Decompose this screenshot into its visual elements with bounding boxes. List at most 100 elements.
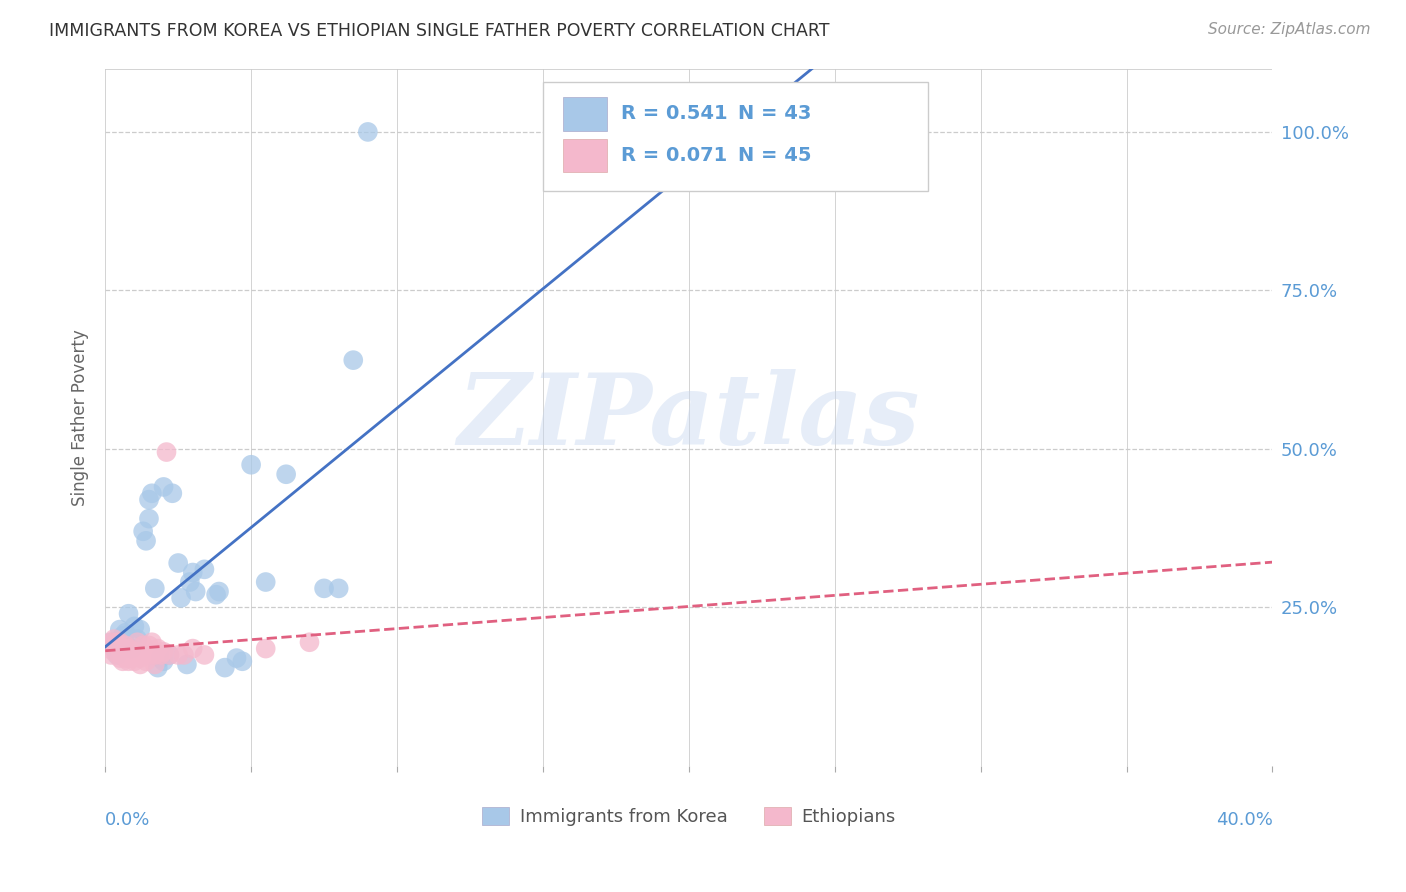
Point (117, 607, 139, 621)
Point (149, 651, 172, 665)
Point (114, 639, 136, 653)
Point (143, 657, 166, 672)
Point (114, 625, 136, 640)
Point (138, 492, 160, 507)
Point (170, 591, 193, 605)
Point (135, 654, 157, 668)
Point (214, 660, 236, 674)
Point (111, 654, 134, 668)
Text: Source: ZipAtlas.com: Source: ZipAtlas.com (1208, 22, 1371, 37)
Legend: Immigrants from Korea, Ethiopians: Immigrants from Korea, Ethiopians (475, 800, 903, 833)
Point (127, 635, 149, 649)
Point (143, 648, 166, 662)
Point (124, 648, 146, 662)
Point (176, 657, 198, 672)
FancyBboxPatch shape (543, 82, 928, 191)
Bar (562, 139, 607, 172)
Point (108, 635, 131, 649)
Point (141, 486, 163, 500)
Point (111, 629, 134, 643)
Point (103, 645, 125, 659)
Point (117, 641, 139, 656)
Point (117, 654, 139, 668)
Point (342, 353, 364, 368)
Text: N = 43: N = 43 (738, 104, 811, 123)
Point (132, 524, 155, 539)
Point (155, 445, 177, 459)
Point (254, 574, 277, 589)
Point (167, 648, 190, 662)
Point (146, 660, 169, 674)
Point (100, 648, 122, 662)
Point (225, 651, 247, 665)
Text: IMMIGRANTS FROM KOREA VS ETHIOPIAN SINGLE FATHER POVERTY CORRELATION CHART: IMMIGRANTS FROM KOREA VS ETHIOPIAN SINGL… (49, 22, 830, 40)
Point (254, 641, 277, 656)
Point (132, 639, 155, 653)
Point (138, 511, 160, 525)
Point (146, 641, 169, 656)
Point (328, 582, 350, 596)
Point (162, 486, 184, 500)
Point (141, 635, 163, 649)
Point (108, 641, 131, 656)
Text: ZIPatlas: ZIPatlas (458, 369, 920, 466)
Point (149, 648, 172, 662)
Point (114, 645, 136, 659)
Point (127, 632, 149, 646)
Point (108, 651, 131, 665)
Point (173, 648, 195, 662)
Point (157, 648, 180, 662)
Point (111, 641, 134, 656)
Point (127, 645, 149, 659)
Point (357, 125, 380, 139)
Point (184, 584, 207, 599)
Point (100, 635, 122, 649)
Point (103, 641, 125, 656)
Bar (562, 97, 607, 130)
Point (121, 641, 143, 656)
Text: R = 0.071: R = 0.071 (621, 146, 727, 165)
Point (167, 556, 190, 570)
Point (135, 533, 157, 548)
Point (179, 574, 201, 589)
Point (129, 651, 152, 665)
Point (298, 635, 321, 649)
Point (193, 562, 215, 576)
Point (105, 635, 128, 649)
Text: 0.0%: 0.0% (105, 811, 150, 830)
Point (143, 582, 166, 596)
Point (181, 641, 204, 656)
Point (105, 639, 128, 653)
Text: N = 45: N = 45 (738, 146, 811, 165)
Text: R = 0.541: R = 0.541 (621, 104, 728, 123)
Point (312, 582, 335, 596)
Point (208, 584, 231, 599)
Point (205, 588, 228, 602)
Point (152, 480, 174, 494)
Point (117, 648, 139, 662)
Point (124, 619, 146, 633)
Point (124, 654, 146, 668)
Point (129, 657, 152, 672)
Point (111, 648, 134, 662)
Text: 40.0%: 40.0% (1216, 811, 1272, 830)
Point (181, 566, 204, 580)
Point (105, 648, 128, 662)
Point (103, 632, 125, 646)
Point (276, 467, 298, 482)
Point (138, 639, 160, 653)
Point (114, 651, 136, 665)
Point (193, 648, 215, 662)
Y-axis label: Single Father Poverty: Single Father Poverty (72, 329, 89, 506)
Point (152, 645, 174, 659)
Point (240, 458, 263, 472)
Point (152, 654, 174, 668)
Point (108, 635, 131, 649)
Point (157, 648, 180, 662)
Point (108, 623, 131, 637)
Point (121, 651, 143, 665)
Point (231, 654, 253, 668)
Point (100, 635, 122, 649)
Point (121, 645, 143, 659)
Point (132, 648, 155, 662)
